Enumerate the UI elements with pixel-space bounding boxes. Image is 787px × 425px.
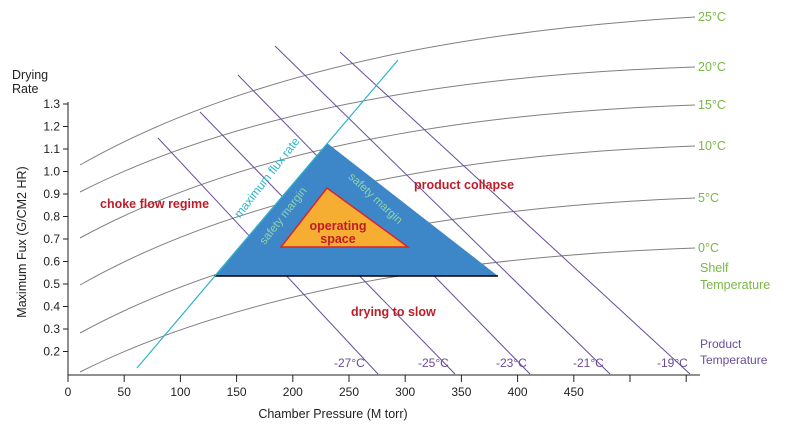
shelf-label-25c: 25°C [698,10,726,24]
y-axis-title-rate: Rate [12,82,38,96]
shelf-curve-15c [79,104,696,239]
product-temperature-labels: -27°C -25°C -23°C -21°C -19°C Product Te… [334,337,768,370]
x-tick-label: 400 [508,385,528,399]
product-label-27c: -27°C [334,356,365,370]
y-tick-label: 0.6 [43,255,60,269]
y-tick-label: 0.5 [43,277,60,291]
y-tick-label: 0.2 [43,345,60,359]
product-temperature-title-1: Product [700,337,742,351]
y-tick-label: 1.3 [43,97,60,111]
operating-space-label-1: operating [310,219,367,233]
x-tick-label: 300 [395,385,415,399]
shelf-label-20c: 20°C [698,60,726,74]
choke-flow-label: choke flow regime [100,197,209,211]
x-tick-label: 0 [65,385,72,399]
x-axis-title: Chamber Pressure (M torr) [258,407,407,421]
product-line-21c [274,45,611,375]
product-line-19c [339,51,691,375]
operating-space-triangle [279,186,411,248]
y-axis-ticks: 1.3 1.2 1.1 1.0 0.9 0.8 0.7 0.6 0.5 0.4 0.3 0.2 [43,97,68,359]
product-label-21c: -21°C [573,356,604,370]
y-tick-label: 1.1 [43,142,60,156]
shelf-curve-25c [79,16,696,166]
y-axis-title-drying: Drying [12,68,48,82]
y-tick-label: 1.2 [43,120,60,134]
x-tick-label: 200 [283,385,303,399]
x-tick-label: 250 [339,385,359,399]
product-label-25c: -25°C [418,356,449,370]
shelf-label-5c: 5°C [698,191,719,205]
product-collapse-label: product collapse [414,178,514,192]
product-temperature-title-2: Temperature [700,353,768,367]
shelf-label-0c: 0°C [698,241,719,255]
x-tick-label: 350 [451,385,471,399]
shelf-label-10c: 10°C [698,139,726,153]
y-tick-label: 0.8 [43,210,60,224]
product-label-19c: -19°C [657,356,688,370]
x-tick-label: 150 [227,385,247,399]
y-tick-label: 0.7 [43,232,60,246]
shelf-label-15c: 15°C [698,98,726,112]
x-tick-label: 50 [118,385,132,399]
x-tick-label: 450 [564,385,584,399]
operating-space-label-2: space [320,232,355,246]
x-tick-label: 100 [170,385,190,399]
shelf-curve-0c [79,247,696,373]
drying-slow-label: drying to slow [351,305,436,319]
shelf-temperature-title-2: Temperature [700,278,770,292]
y-tick-label: 0.3 [43,322,60,336]
shelf-temperature-title-1: Shelf [700,261,729,275]
shelf-temperature-labels: 25°C 20°C 15°C 10°C 5°C 0°C Shelf Temper… [698,10,770,292]
x-axis-ticks: 0 50 100 150 200 250 300 350 400 450 [65,375,687,399]
y-tick-label: 0.4 [43,300,60,314]
y-axis-title-rotated: Maximum Fux (G/CM2 HR) [15,166,29,317]
product-label-23c: -23°C [496,356,527,370]
y-tick-label: 1.0 [43,165,60,179]
y-tick-label: 0.9 [43,187,60,201]
shelf-curve-20c [79,66,696,193]
maximum-flux-line [136,59,399,369]
